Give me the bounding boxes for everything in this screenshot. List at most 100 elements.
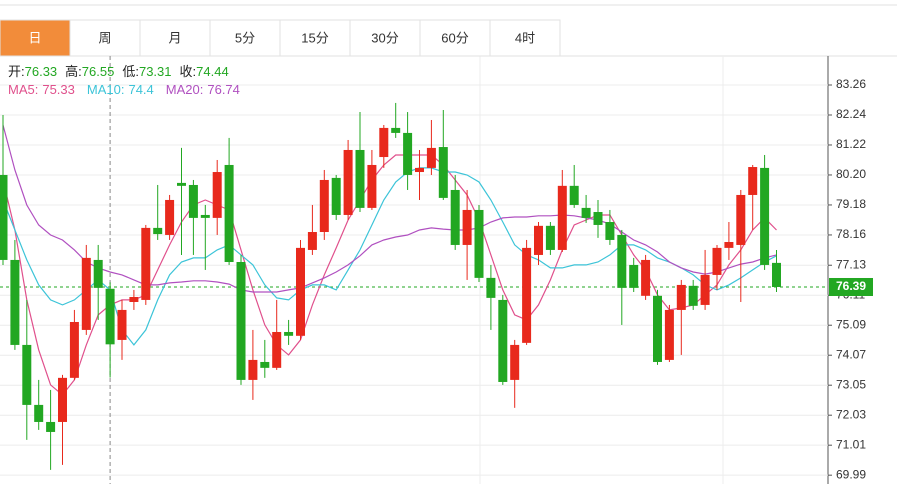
legend-value: 75.33 <box>42 82 75 97</box>
tab[interactable] <box>489 19 561 57</box>
candle-body <box>450 189 460 245</box>
candle-body <box>522 247 532 343</box>
tab-label[interactable]: 周 <box>98 30 111 45</box>
candle-body <box>129 296 139 302</box>
info-value: 76.55 <box>82 64 115 79</box>
candle-body <box>69 321 79 378</box>
candle-body <box>331 177 341 215</box>
candle-body <box>212 172 222 218</box>
tab-label[interactable]: 月 <box>168 30 181 45</box>
tab[interactable] <box>279 19 351 57</box>
info-label: 高: <box>65 64 82 79</box>
tab-bar: 日 周 月 5分 15分 30分 60分 4时 <box>0 19 561 57</box>
candle-body <box>153 227 163 235</box>
candle-body <box>391 127 401 133</box>
info-label: 低: <box>122 64 139 79</box>
candle-body <box>748 167 758 195</box>
candle-body <box>760 167 770 265</box>
candle-body <box>248 359 258 380</box>
y-tick-label: 82.24 <box>836 107 866 121</box>
candle-body <box>141 227 151 300</box>
candle-body <box>415 167 424 173</box>
ma-legend: MA5: 75.33 MA10: 74.4 MA20: 76.74 <box>8 82 240 97</box>
candle-body <box>307 232 317 250</box>
candle-body <box>486 277 496 298</box>
y-axis: 83.2682.2481.2280.2079.1878.1677.1376.11… <box>828 77 873 481</box>
info-value: 76.33 <box>25 64 58 79</box>
tab-label[interactable]: 日 <box>28 30 41 45</box>
candle-body <box>772 262 781 287</box>
tab[interactable] <box>139 19 211 57</box>
ma-line <box>2 167 777 346</box>
tab-label[interactable]: 60分 <box>441 30 468 45</box>
tab[interactable] <box>419 19 491 57</box>
candle-body <box>700 274 710 305</box>
y-tick-label: 78.16 <box>836 227 866 241</box>
y-tick-label: 74.07 <box>836 347 866 361</box>
candle-body <box>664 309 674 360</box>
candle-body <box>534 225 543 255</box>
candle-body <box>177 182 186 186</box>
info-bar: 开:76.33 高:76.55 低:73.31 收:74.44 MA5: 75.33 MA1… <box>8 64 240 97</box>
candle-body <box>569 185 579 205</box>
tab-label[interactable]: 30分 <box>371 30 398 45</box>
tab-label[interactable]: 4时 <box>515 30 535 45</box>
candle-body <box>355 149 365 208</box>
candle-body <box>498 299 508 382</box>
grid <box>0 56 828 484</box>
candle-body <box>510 344 520 380</box>
candle-body <box>224 164 234 263</box>
candle-body <box>236 262 246 380</box>
legend-name: MA5: <box>8 82 38 97</box>
candle-body <box>724 242 734 248</box>
legend-value: 74.4 <box>128 82 153 97</box>
candle-body <box>676 284 686 310</box>
candle-body <box>688 285 698 306</box>
y-tick-label: 81.22 <box>836 137 866 151</box>
y-tick-label: 71.01 <box>836 437 866 451</box>
info-label: 开: <box>8 64 25 79</box>
legend-name: MA20: <box>166 82 204 97</box>
candle-body <box>296 247 305 336</box>
candle-body <box>200 214 210 218</box>
candle-body <box>462 209 472 245</box>
candle-body <box>117 309 127 340</box>
candle-body <box>712 247 722 275</box>
ma-line <box>2 124 777 293</box>
tab[interactable] <box>349 19 421 57</box>
candle-body <box>545 225 555 250</box>
candle-body <box>272 331 282 368</box>
info-label: 收: <box>180 64 197 79</box>
candle-body <box>426 147 436 168</box>
candle-body <box>165 199 175 235</box>
candle-body <box>0 174 8 260</box>
candle-body <box>46 421 56 432</box>
candle-body <box>629 264 639 288</box>
tab-label[interactable]: 15分 <box>301 30 328 45</box>
y-tick-label: 72.03 <box>836 407 866 421</box>
candle-body <box>367 164 377 208</box>
tab[interactable] <box>0 19 71 57</box>
candles <box>0 102 781 470</box>
info-value: 74.44 <box>196 64 229 79</box>
candle-body <box>617 234 627 288</box>
candle-body <box>22 344 32 405</box>
y-tick-label: 80.20 <box>836 167 866 181</box>
candle-body <box>379 127 389 158</box>
candle-body <box>10 259 20 345</box>
candle-body <box>438 147 448 198</box>
y-tick-label: 77.13 <box>836 257 866 271</box>
y-tick-label: 75.09 <box>836 317 866 331</box>
ohlc-info: 开:76.33 高:76.55 低:73.31 收:74.44 <box>8 64 229 79</box>
candle-body <box>319 179 329 233</box>
candle-body <box>557 185 567 250</box>
candle-body <box>105 288 115 345</box>
candle-body <box>34 404 44 422</box>
tab-label[interactable]: 5分 <box>235 30 255 45</box>
candle-body <box>581 207 591 218</box>
last-price-box <box>829 277 873 296</box>
candle-body <box>474 209 484 278</box>
candle-body <box>188 184 198 218</box>
tab[interactable] <box>209 19 281 57</box>
